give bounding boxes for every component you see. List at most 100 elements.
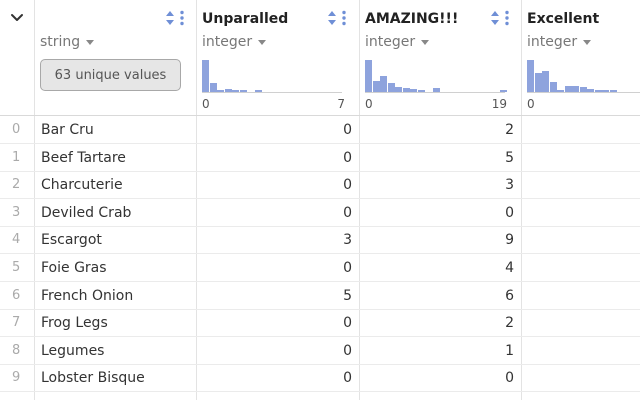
histogram-bar[interactable] bbox=[542, 71, 549, 92]
histogram-min-label: 0 bbox=[527, 97, 535, 111]
histogram-bar[interactable] bbox=[395, 87, 402, 92]
column-menu-icon[interactable] bbox=[179, 10, 185, 26]
table-row[interactable]: 1 Beef Tartare 0 5 bbox=[0, 144, 640, 172]
cell-name[interactable]: Escargot bbox=[41, 232, 102, 249]
histogram-bar[interactable] bbox=[564, 86, 572, 92]
histogram-bar[interactable] bbox=[594, 90, 602, 92]
table-row[interactable]: 5 Foie Gras 0 4 bbox=[0, 254, 640, 282]
histogram[interactable] bbox=[527, 58, 640, 93]
cell-amazing[interactable]: 2 bbox=[505, 315, 514, 332]
cell-amazing[interactable]: 1 bbox=[505, 342, 514, 359]
histogram-bar[interactable] bbox=[232, 90, 239, 92]
histogram-bar[interactable] bbox=[587, 89, 594, 92]
histogram-bar[interactable] bbox=[402, 88, 410, 92]
cell-amazing[interactable]: 6 bbox=[505, 287, 514, 304]
histogram-bar[interactable] bbox=[534, 73, 542, 92]
row-index: 4 bbox=[12, 232, 21, 248]
cell-amazing[interactable]: 9 bbox=[505, 232, 514, 249]
histogram-bar[interactable] bbox=[224, 89, 232, 92]
row-index: 6 bbox=[12, 287, 21, 303]
column-type-select[interactable]: integer bbox=[365, 34, 430, 50]
cell-name[interactable]: Deviled Crab bbox=[41, 204, 132, 221]
cell-amazing[interactable]: 5 bbox=[505, 149, 514, 166]
column-type-select[interactable]: integer bbox=[527, 34, 592, 50]
cell-unparalled[interactable]: 5 bbox=[343, 287, 352, 304]
table-header: string 63 unique values Unparalled integ… bbox=[0, 0, 640, 116]
table-row[interactable]: 3 Deviled Crab 0 0 bbox=[0, 199, 640, 227]
cell-name[interactable]: Bar Cru bbox=[41, 122, 94, 138]
column-title: Unparalled bbox=[202, 11, 289, 27]
table-row[interactable]: 2 Charcuterie 0 3 bbox=[0, 171, 640, 200]
sort-icon[interactable] bbox=[327, 10, 337, 26]
histogram-bar[interactable] bbox=[410, 89, 417, 92]
column-type-label: integer bbox=[527, 34, 578, 50]
row-index: 8 bbox=[12, 342, 21, 358]
cell-unparalled[interactable]: 0 bbox=[343, 149, 352, 166]
histogram-min-label: 0 bbox=[202, 97, 210, 111]
sort-icon[interactable] bbox=[165, 10, 175, 26]
column-divider bbox=[359, 0, 360, 400]
histogram-bar[interactable] bbox=[500, 90, 507, 92]
histogram-bar[interactable] bbox=[417, 90, 425, 92]
table-row[interactable]: 6 French Onion 5 6 bbox=[0, 282, 640, 310]
histogram-bar[interactable] bbox=[254, 90, 262, 92]
table-row[interactable]: 8 Legumes 0 1 bbox=[0, 337, 640, 365]
column-type-select[interactable]: string bbox=[40, 34, 95, 50]
cell-amazing[interactable]: 4 bbox=[505, 260, 514, 276]
column-title: Excellent bbox=[527, 11, 600, 27]
cell-unparalled[interactable]: 0 bbox=[343, 260, 352, 276]
column-header-amazing: AMAZING!!! integer 0 19 bbox=[359, 0, 521, 116]
cell-amazing[interactable]: 3 bbox=[505, 177, 514, 194]
histogram-bar[interactable] bbox=[239, 90, 247, 92]
table-row[interactable]: 0 Bar Cru 0 2 bbox=[0, 116, 640, 144]
cell-name[interactable]: Beef Tartare bbox=[41, 149, 126, 166]
collapse-toggle-button[interactable] bbox=[6, 9, 28, 27]
cell-name[interactable]: Foie Gras bbox=[41, 260, 107, 276]
cell-amazing[interactable]: 2 bbox=[505, 122, 514, 138]
histogram-bar[interactable] bbox=[217, 90, 224, 92]
row-index: 7 bbox=[12, 315, 21, 331]
unique-values-button[interactable]: 63 unique values bbox=[40, 59, 181, 91]
cell-name[interactable]: Lobster Bisque bbox=[41, 370, 145, 387]
cell-unparalled[interactable]: 0 bbox=[343, 342, 352, 359]
table-row[interactable]: 7 Frog Legs 0 2 bbox=[0, 309, 640, 338]
sort-icon[interactable] bbox=[490, 10, 500, 26]
column-type-label: integer bbox=[365, 34, 416, 50]
histogram-bar[interactable] bbox=[527, 60, 534, 92]
histogram-bar[interactable] bbox=[202, 60, 209, 92]
cell-unparalled[interactable]: 0 bbox=[343, 177, 352, 194]
column-type-select[interactable]: integer bbox=[202, 34, 267, 50]
histogram-bar[interactable] bbox=[557, 90, 564, 92]
chevron-down-icon bbox=[11, 14, 23, 21]
histogram[interactable] bbox=[202, 58, 342, 93]
caret-down-icon bbox=[583, 40, 592, 45]
cell-name[interactable]: Frog Legs bbox=[41, 315, 108, 332]
column-menu-icon[interactable] bbox=[341, 10, 347, 26]
histogram-bar[interactable] bbox=[579, 87, 587, 92]
cell-unparalled[interactable]: 3 bbox=[343, 232, 352, 249]
cell-name[interactable]: French Onion bbox=[41, 287, 134, 304]
histogram-bar[interactable] bbox=[609, 90, 617, 92]
cell-amazing[interactable]: 0 bbox=[505, 204, 514, 221]
cell-unparalled[interactable]: 0 bbox=[343, 370, 352, 387]
cell-unparalled[interactable]: 0 bbox=[343, 122, 352, 138]
histogram-bar[interactable] bbox=[387, 83, 395, 92]
cell-unparalled[interactable]: 0 bbox=[343, 204, 352, 221]
table-row[interactable]: 4 Escargot 3 9 bbox=[0, 226, 640, 255]
histogram-bar[interactable] bbox=[209, 83, 217, 92]
histogram-bar[interactable] bbox=[372, 81, 380, 92]
column-menu-icon[interactable] bbox=[504, 10, 510, 26]
cell-unparalled[interactable]: 0 bbox=[343, 315, 352, 332]
histogram-bar[interactable] bbox=[602, 90, 609, 92]
cell-amazing[interactable]: 0 bbox=[505, 370, 514, 387]
histogram-bar[interactable] bbox=[365, 60, 372, 92]
histogram[interactable] bbox=[365, 58, 507, 93]
table-row[interactable]: 9 Lobster Bisque 0 0 bbox=[0, 364, 640, 393]
histogram-bar[interactable] bbox=[380, 76, 387, 92]
histogram-bar[interactable] bbox=[572, 86, 579, 92]
histogram-bar[interactable] bbox=[432, 88, 440, 92]
cell-name[interactable]: Legumes bbox=[41, 342, 105, 359]
cell-name[interactable]: Charcuterie bbox=[41, 177, 123, 194]
histogram-bar[interactable] bbox=[549, 82, 557, 92]
